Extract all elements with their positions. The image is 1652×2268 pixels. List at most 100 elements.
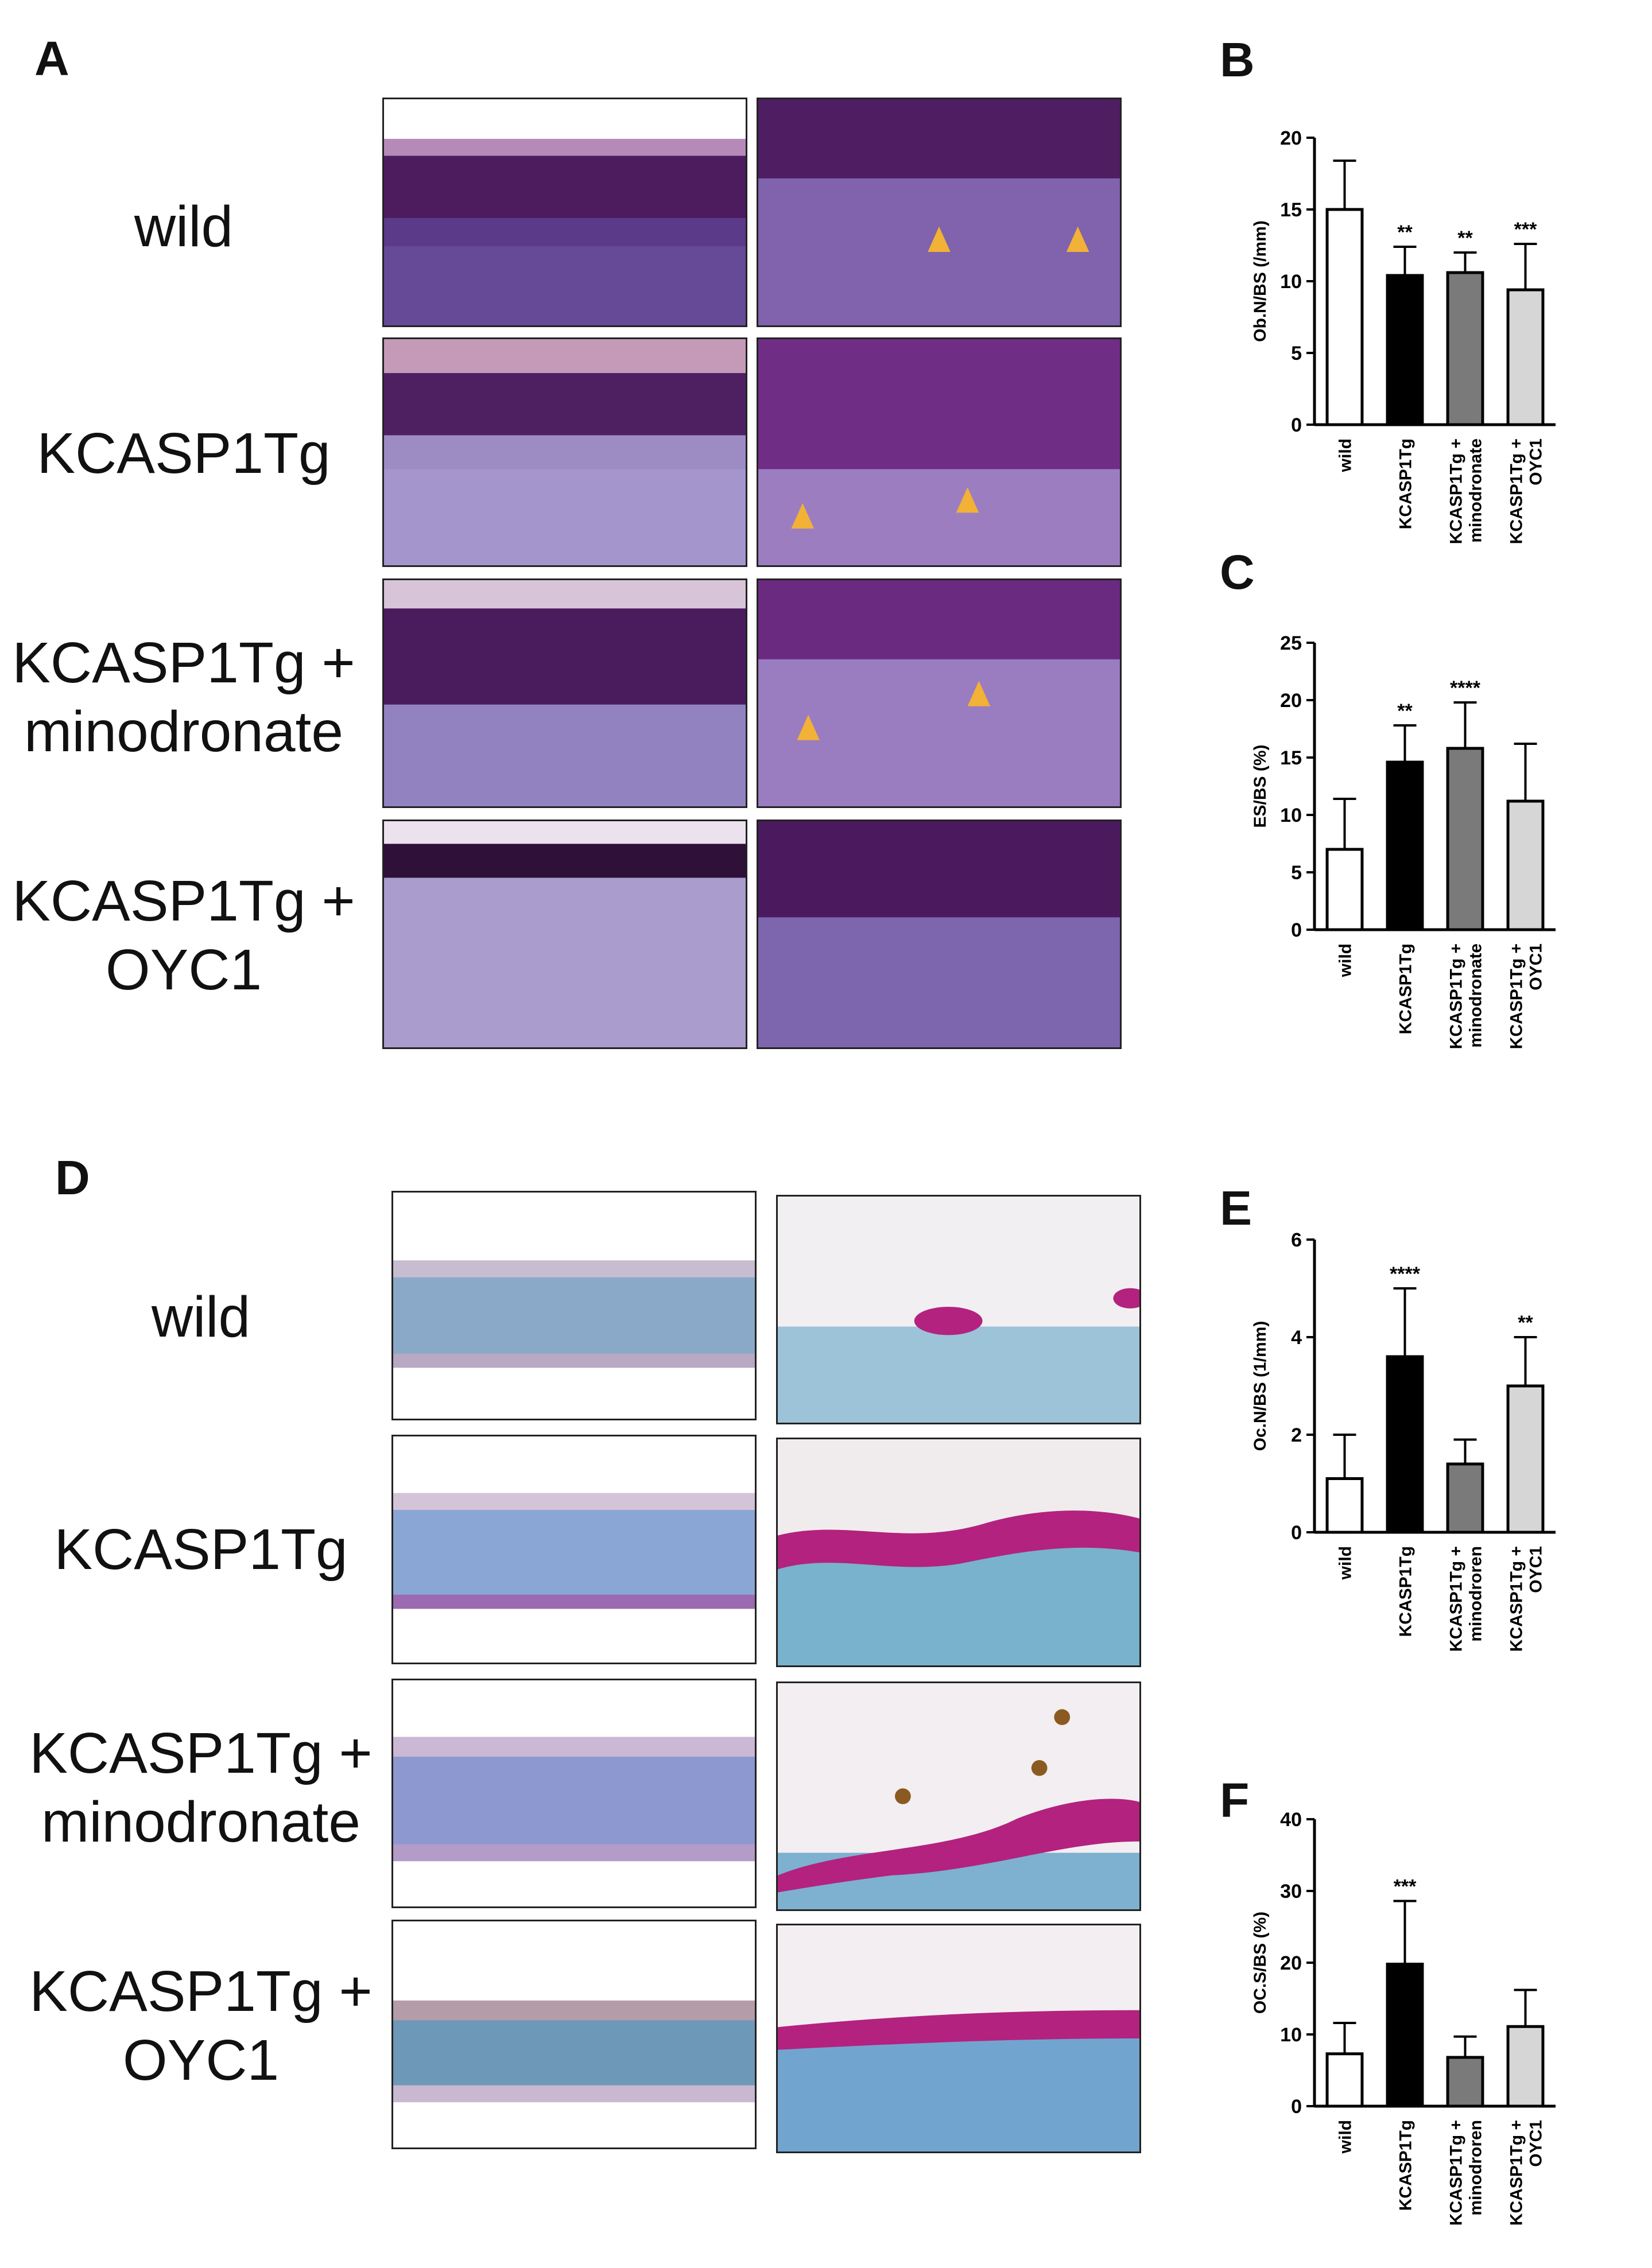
panel-letter-b: B	[1220, 33, 1255, 87]
row-label-a-oyc1: KCASP1Tg + OYC1	[0, 867, 367, 1004]
category-label-line: OYC1	[1527, 1546, 1546, 1593]
panel-letter-c: C	[1220, 545, 1255, 599]
y-tick-label: 0	[1291, 1522, 1302, 1544]
category-label: wild	[1336, 2120, 1355, 2154]
micrograph-a-kcasp1tg-high	[757, 337, 1122, 567]
micrograph-d-oyc1-low	[391, 1920, 757, 2149]
micrograph-a-minodronate-high	[757, 578, 1122, 808]
category-label-line: KCASP1Tg +	[1507, 1546, 1526, 1652]
bar	[1446, 2056, 1484, 2108]
micrograph-a-oyc1-high	[757, 820, 1122, 1049]
row-label-a-minodronate: KCASP1Tg + minodronate	[0, 628, 367, 766]
category-label-line: KCASP1Tg +	[1447, 943, 1466, 1049]
chart-c: 0 5 10 15 20 25 ES/BS (%) wild ** KCASP1Tg **** KCA…	[1251, 632, 1556, 1049]
row-label-line: wild	[151, 1285, 251, 1349]
bar	[1446, 1462, 1484, 1534]
bar	[1506, 288, 1545, 426]
arrowhead-icon	[967, 681, 991, 706]
category-label: KCASP1Tg + OYC1	[1507, 1546, 1546, 1652]
category-label: KCASP1Tg + minodroren	[1447, 2120, 1486, 2226]
row-label-line: minodronate	[24, 700, 343, 764]
y-tick-label: 40	[1280, 1809, 1302, 1831]
micrograph-d-wild-low	[391, 1191, 757, 1420]
micrograph-a-minodronate-low	[382, 578, 747, 808]
significance-label: **	[1397, 222, 1413, 243]
panel-letter-d: D	[55, 1151, 90, 1205]
y-tick-label: 10	[1280, 2024, 1302, 2046]
y-tick-label: 4	[1291, 1327, 1302, 1349]
arrowhead-icon	[928, 226, 951, 252]
arrowhead-icon	[797, 714, 820, 740]
category-label-line: OYC1	[1527, 438, 1546, 486]
panel-letter-f: F	[1220, 1773, 1250, 1827]
y-tick-label: 0	[1291, 414, 1302, 436]
category-label-line: KCASP1Tg +	[1507, 438, 1526, 544]
category-label-line: KCASP1Tg +	[1447, 1546, 1466, 1652]
micrograph-d-kcasp1tg-low	[391, 1435, 757, 1664]
category-label-line: minodronate	[1467, 438, 1486, 543]
significance-label: ****	[1390, 1263, 1421, 1285]
micrograph-d-minodronate-high	[776, 1681, 1141, 1911]
category-label-line: KCASP1Tg	[1397, 1546, 1416, 1637]
category-label: KCASP1Tg + OYC1	[1507, 438, 1546, 544]
micrograph-a-kcasp1tg-low	[382, 337, 747, 567]
arrowhead-icon	[791, 503, 815, 529]
micrograph-a-wild-low	[382, 98, 747, 327]
category-label-line: KCASP1Tg +	[1507, 943, 1526, 1049]
bar	[1446, 271, 1484, 426]
y-tick-label: 15	[1280, 199, 1302, 221]
category-label: KCASP1Tg	[1397, 438, 1416, 529]
chart-b: 0 5 10 15 20 Ob.N/BS (/mm) wild ** KCASP1Tg ** KCA…	[1251, 127, 1556, 544]
bar	[1386, 1355, 1424, 1534]
chart-e: 0 2 4 6 Oc.N/BS (1/mm) wild **** KCASP1Tg KCASP1…	[1251, 1229, 1556, 1652]
category-label: wild	[1336, 1546, 1355, 1580]
row-label-d-wild: wild	[17, 1283, 385, 1352]
category-label: wild	[1336, 438, 1355, 472]
bar	[1506, 799, 1545, 931]
y-axis-label: ES/BS (%)	[1251, 744, 1270, 828]
category-label: KCASP1Tg + minodronate	[1447, 943, 1486, 1049]
arrowhead-icon	[1066, 226, 1089, 252]
y-tick-label: 5	[1291, 862, 1302, 884]
micrograph-a-oyc1-low	[382, 820, 747, 1049]
category-label: KCASP1Tg + minodronate	[1447, 438, 1486, 544]
bar	[1506, 1384, 1545, 1534]
row-label-a-kcasp1tg: KCASP1Tg	[0, 419, 367, 488]
category-label-line: KCASP1Tg	[1397, 2120, 1416, 2211]
category-label: KCASP1Tg + minodroren	[1447, 1546, 1486, 1652]
row-label-d-kcasp1tg: KCASP1Tg	[17, 1515, 385, 1584]
category-label-line: minodroren	[1467, 1546, 1486, 1642]
significance-label: **	[1457, 227, 1473, 249]
micrograph-d-minodronate-low	[391, 1679, 757, 1908]
row-label-line: KCASP1Tg	[37, 421, 331, 486]
category-label-line: wild	[1336, 438, 1355, 472]
significance-label: ***	[1514, 219, 1537, 240]
category-label-line: OYC1	[1527, 2120, 1546, 2167]
bar	[1325, 1477, 1364, 1534]
category-label: KCASP1Tg	[1397, 943, 1416, 1034]
category-label-line: minodronate	[1467, 943, 1486, 1048]
row-label-d-minodronate: KCASP1Tg + minodronate	[17, 1719, 385, 1857]
row-label-line: KCASP1Tg +	[12, 869, 355, 933]
y-tick-label: 20	[1280, 127, 1302, 149]
row-label-line: wild	[134, 195, 234, 259]
bar	[1506, 2025, 1545, 2108]
micrograph-d-wild-high	[776, 1195, 1141, 1424]
category-label-line: KCASP1Tg	[1397, 438, 1416, 529]
category-label-line: wild	[1336, 943, 1355, 977]
significance-label: ***	[1394, 1876, 1417, 1898]
row-label-line: KCASP1Tg +	[12, 631, 355, 695]
y-tick-label: 5	[1291, 343, 1302, 364]
bar	[1386, 274, 1424, 426]
significance-label: **	[1518, 1312, 1533, 1334]
chart-f: 0 10 20 30 40 OC.S/BS (%) wild *** KCASP1Tg KCASP…	[1251, 1809, 1556, 2226]
y-tick-label: 20	[1280, 1952, 1302, 1974]
panel-letter-a: A	[34, 32, 69, 86]
category-label-line: KCASP1Tg +	[1447, 2120, 1466, 2226]
category-label-line: KCASP1Tg +	[1507, 2120, 1526, 2226]
y-tick-label: 15	[1280, 747, 1302, 769]
y-tick-label: 6	[1291, 1229, 1302, 1251]
y-tick-label: 10	[1280, 805, 1302, 826]
category-label: KCASP1Tg	[1397, 1546, 1416, 1637]
y-tick-label: 10	[1280, 271, 1302, 293]
